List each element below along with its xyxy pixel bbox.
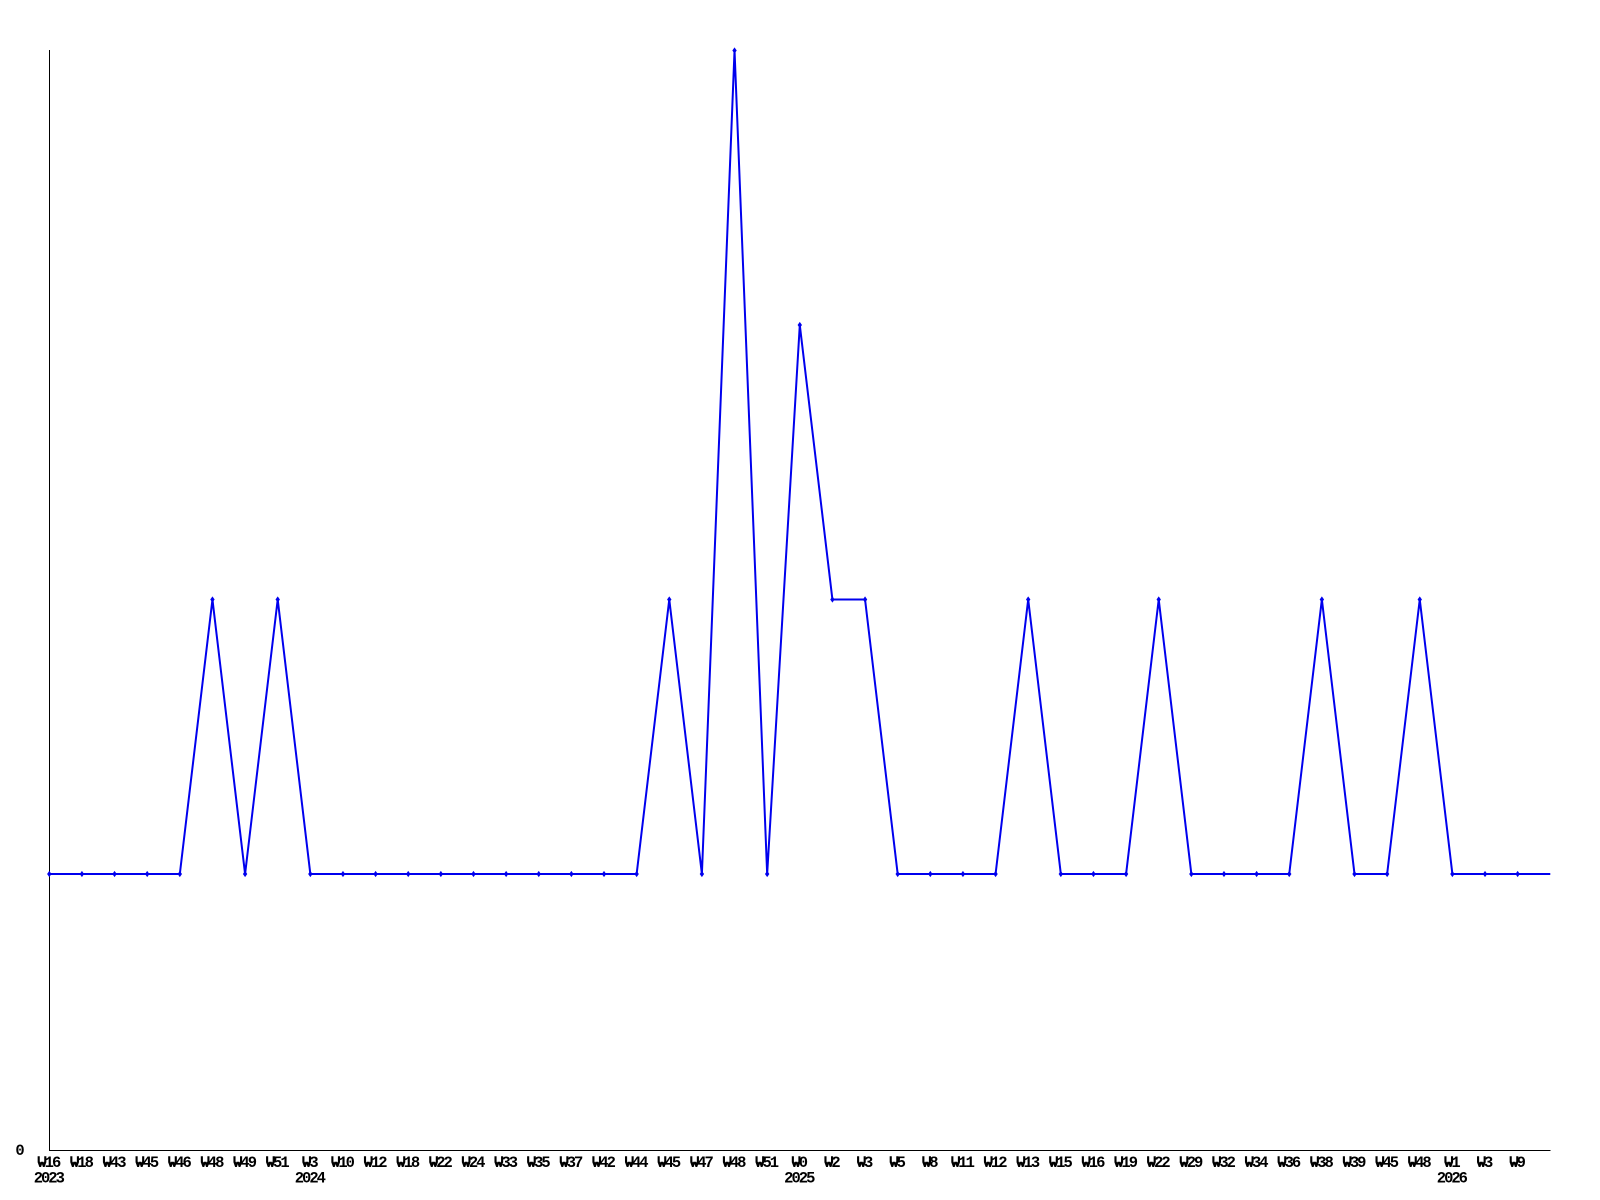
svg-text:3: 3 — [509, 1154, 518, 1172]
svg-text:9: 9 — [1194, 1154, 1203, 1172]
svg-text:2: 2 — [998, 1154, 1007, 1172]
svg-text:0: 0 — [15, 1142, 24, 1160]
svg-text:1: 1 — [280, 1154, 289, 1172]
svg-text:1: 1 — [770, 1154, 779, 1172]
svg-text:3: 3 — [1484, 1154, 1493, 1172]
svg-text:0: 0 — [346, 1154, 355, 1172]
svg-text:6: 6 — [1096, 1154, 1105, 1172]
svg-text:9: 9 — [1517, 1154, 1526, 1172]
svg-text:4: 4 — [639, 1154, 648, 1172]
svg-text:6: 6 — [182, 1154, 191, 1172]
svg-text:8: 8 — [929, 1154, 938, 1172]
svg-text:2: 2 — [607, 1154, 616, 1172]
svg-text:8: 8 — [411, 1154, 420, 1172]
svg-text:9: 9 — [248, 1154, 257, 1172]
svg-text:2: 2 — [1161, 1154, 1170, 1172]
svg-text:8: 8 — [737, 1154, 746, 1172]
svg-text:3: 3 — [117, 1154, 126, 1172]
svg-text:3: 3 — [56, 1170, 65, 1188]
svg-text:1: 1 — [966, 1154, 975, 1172]
svg-text:5: 5 — [897, 1154, 906, 1172]
svg-text:2: 2 — [378, 1154, 387, 1172]
svg-text:2: 2 — [831, 1154, 840, 1172]
svg-text:4: 4 — [476, 1154, 485, 1172]
svg-text:6: 6 — [1459, 1170, 1468, 1188]
svg-text:8: 8 — [1422, 1154, 1431, 1172]
svg-text:5: 5 — [806, 1170, 815, 1188]
svg-text:5: 5 — [672, 1154, 681, 1172]
svg-text:4: 4 — [317, 1170, 326, 1188]
svg-text:5: 5 — [1390, 1154, 1399, 1172]
svg-text:5: 5 — [1063, 1154, 1072, 1172]
svg-text:9: 9 — [1357, 1154, 1366, 1172]
svg-text:8: 8 — [85, 1154, 94, 1172]
svg-text:8: 8 — [215, 1154, 224, 1172]
svg-text:3: 3 — [864, 1154, 873, 1172]
svg-text:2: 2 — [444, 1154, 453, 1172]
svg-text:9: 9 — [1129, 1154, 1138, 1172]
svg-text:7: 7 — [574, 1154, 583, 1172]
svg-text:6: 6 — [1292, 1154, 1301, 1172]
svg-text:4: 4 — [1259, 1154, 1268, 1172]
svg-text:5: 5 — [541, 1154, 550, 1172]
svg-text:7: 7 — [705, 1154, 714, 1172]
svg-text:3: 3 — [1031, 1154, 1040, 1172]
svg-text:8: 8 — [1325, 1154, 1334, 1172]
svg-text:5: 5 — [150, 1154, 159, 1172]
svg-text:2: 2 — [1227, 1154, 1236, 1172]
